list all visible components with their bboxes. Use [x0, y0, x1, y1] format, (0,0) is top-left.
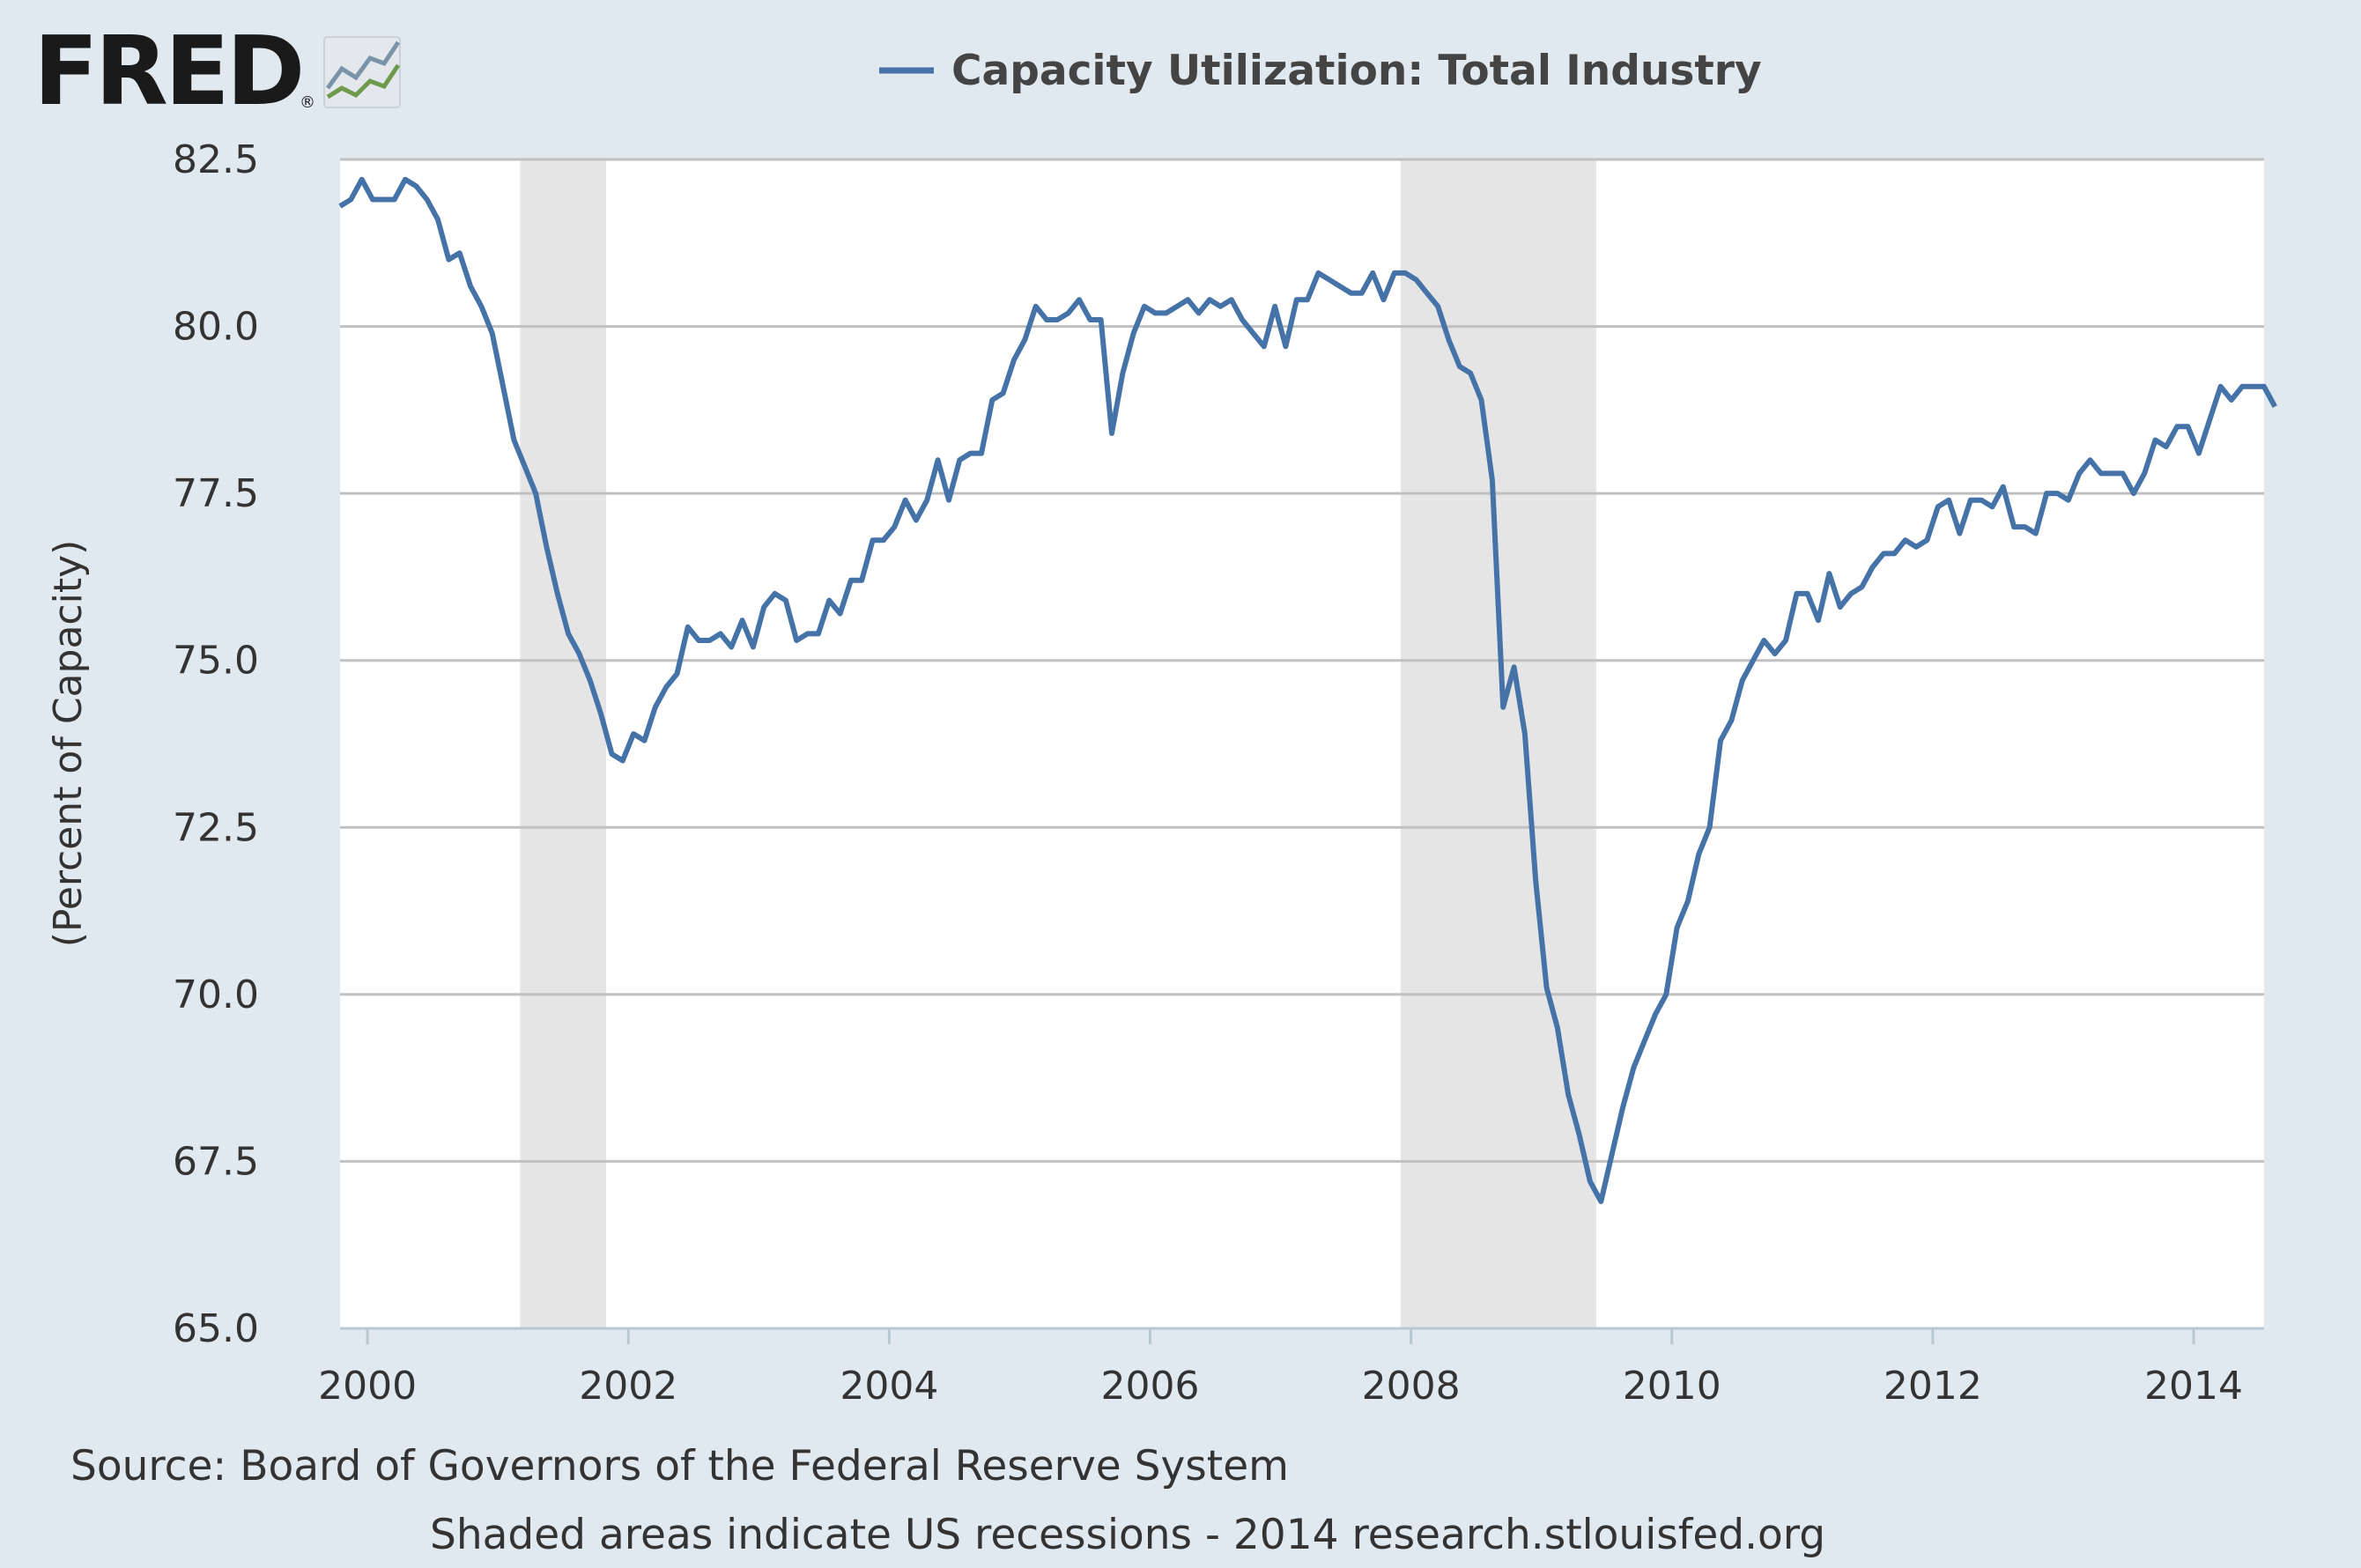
y-tick-label: 70.0 [173, 973, 259, 1017]
x-tick-label: 2006 [1101, 1364, 1200, 1409]
y-tick-label: 65.0 [173, 1306, 259, 1351]
recession-band-1 [1400, 159, 1596, 1328]
y-tick-label: 72.5 [173, 805, 259, 850]
y-tick-label: 75.0 [173, 639, 259, 684]
recession-band-0 [520, 159, 607, 1328]
y-tick-label: 67.5 [173, 1139, 259, 1184]
x-tick-label: 2008 [1362, 1364, 1461, 1409]
mini-line-chart-icon [323, 36, 401, 108]
y-axis-ticks: 65.0 67.5 70.0 72.5 75.0 77.5 80.0 82.5 [173, 137, 259, 1351]
series-line-capacity-utilization [338, 176, 2277, 1204]
recession-shading [520, 159, 1596, 1328]
x-tick-label: 2012 [1884, 1364, 1982, 1409]
fred-logo: FRED ® [33, 17, 401, 127]
x-tick-label: 2002 [579, 1364, 677, 1409]
x-tick-label: 2014 [2144, 1364, 2243, 1409]
plot-area [340, 159, 2264, 1328]
legend-label: Capacity Utilization: Total Industry [951, 47, 1762, 95]
registered-mark: ® [300, 93, 315, 112]
x-tick-label: 2004 [840, 1364, 938, 1409]
x-tick-label: 2010 [1623, 1364, 1721, 1409]
recession-note: Shaded areas indicate US recessions - 20… [430, 1511, 1825, 1559]
fred-logo-text: FRED [33, 17, 301, 127]
source-note: Source: Board of Governors of the Federa… [70, 1442, 1289, 1490]
y-gridlines [340, 158, 2264, 1330]
y-axis-label: (Percent of Capacity) [46, 540, 91, 948]
x-axis-ticks: 2000 2002 2004 2006 2008 2010 2012 2014 [318, 1328, 2243, 1409]
y-tick-label: 82.5 [173, 137, 259, 182]
legend: Capacity Utilization: Total Industry [879, 47, 1762, 95]
y-tick-label: 80.0 [173, 305, 259, 350]
y-tick-label: 77.5 [173, 471, 259, 516]
x-tick-label: 2000 [318, 1364, 417, 1409]
